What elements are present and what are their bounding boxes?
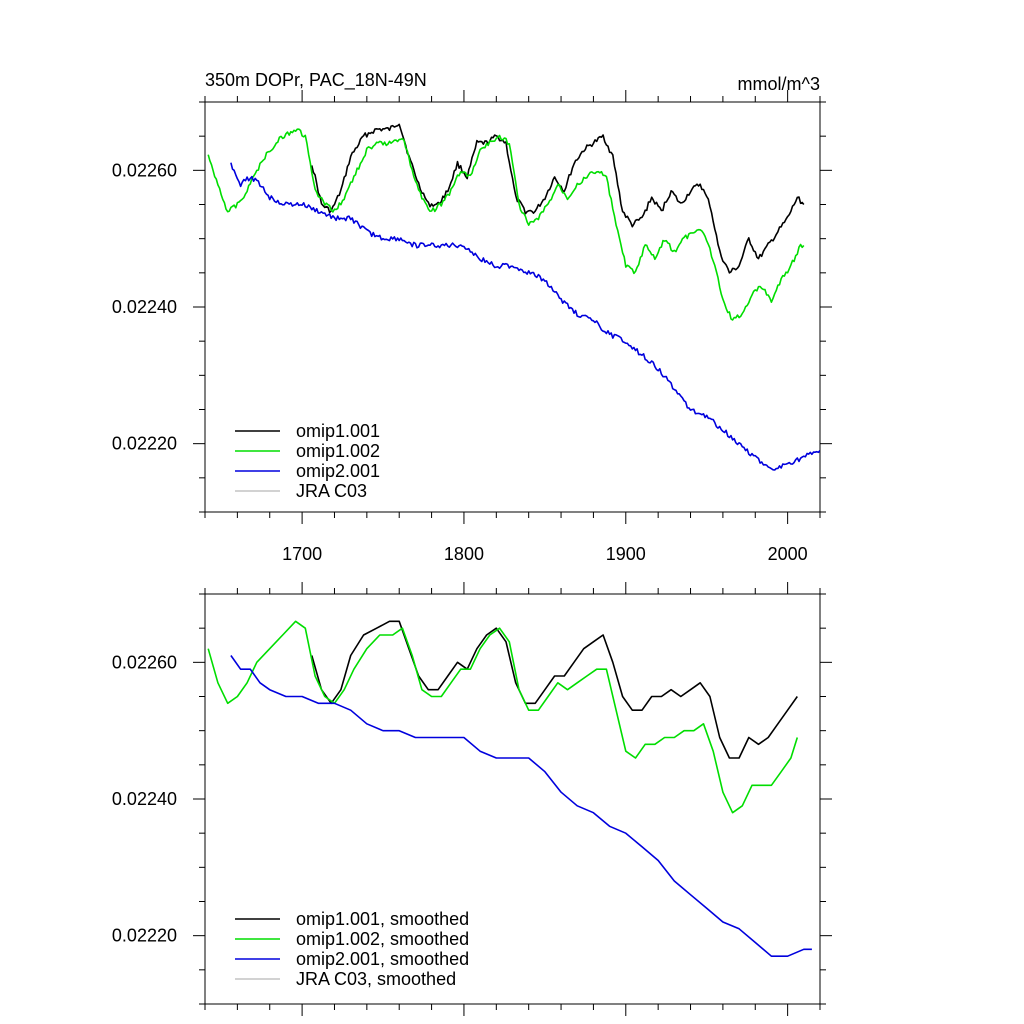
series-line-omip1-001 xyxy=(311,123,805,274)
series-line-omip2-001 xyxy=(230,655,812,957)
y-tick-label: 0.02220 xyxy=(112,926,177,946)
plot-frame xyxy=(204,101,821,513)
chart-title: 350m DOPr, PAC_18N-49N xyxy=(205,70,427,91)
legend-label: omip2.001, smoothed xyxy=(296,949,469,969)
chart-units: mmol/m^3 xyxy=(738,74,820,94)
y-tick-label: 0.02220 xyxy=(112,434,177,454)
chart-panel-1 xyxy=(193,90,832,524)
series-line-omip2-001 xyxy=(230,162,820,471)
y-tick-label: 0.02260 xyxy=(112,160,177,180)
x-tick-label: 1900 xyxy=(606,544,646,564)
legend-label: JRA C03 xyxy=(296,481,367,501)
series-line-omip1-002 xyxy=(207,620,799,814)
legend-label: omip1.002 xyxy=(296,441,380,461)
legend-label: omip1.001, smoothed xyxy=(296,909,469,929)
legend-label: omip2.001 xyxy=(296,461,380,481)
legend-label: omip1.001 xyxy=(296,421,380,441)
x-tick-label: 1700 xyxy=(282,544,322,564)
legend-label: omip1.002, smoothed xyxy=(296,929,469,949)
series-line-omip1-002 xyxy=(207,128,805,321)
series-line-omip1-001 xyxy=(311,620,798,759)
chart-panel-2 xyxy=(193,582,832,1016)
x-tick-label: 1800 xyxy=(444,544,484,564)
plot-frame xyxy=(204,593,821,1005)
x-tick-label: 2000 xyxy=(768,544,808,564)
y-tick-label: 0.02260 xyxy=(112,652,177,672)
y-tick-label: 0.02240 xyxy=(112,297,177,317)
legend-label: JRA C03, smoothed xyxy=(296,969,456,989)
y-tick-label: 0.02240 xyxy=(112,789,177,809)
